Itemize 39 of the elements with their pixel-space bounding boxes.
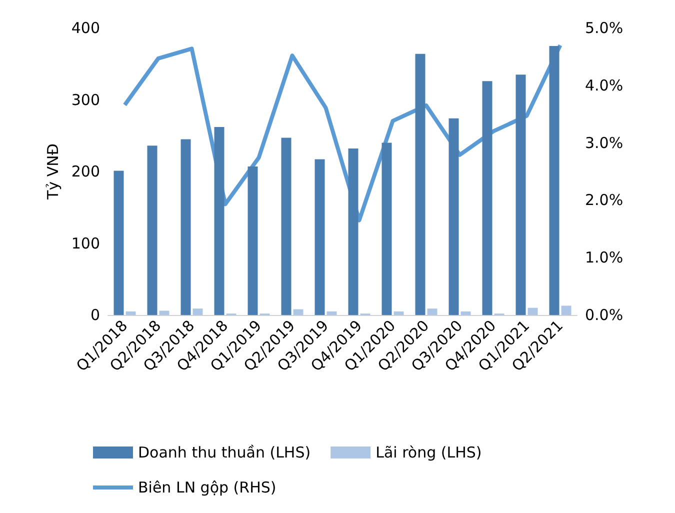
legend-label: Doanh thu thuần (LHS) <box>138 444 311 462</box>
legend-label: Lãi ròng (LHS) <box>376 444 482 462</box>
bar <box>394 311 404 315</box>
legend-label: Biên LN gộp (RHS) <box>138 478 276 496</box>
y-tick-label: 200 <box>71 162 100 180</box>
y-tick-label: 100 <box>71 234 100 252</box>
y2-tick-label: 5.0% <box>585 19 624 37</box>
y-tick-label: 0 <box>90 306 100 324</box>
bar <box>192 308 203 315</box>
bar <box>460 311 471 315</box>
y2-tick-label: 2.0% <box>585 191 624 210</box>
y-tick-label: 300 <box>71 90 100 109</box>
bar <box>448 118 459 315</box>
y-tick-label: 400 <box>71 19 100 37</box>
bar <box>528 308 538 315</box>
bar <box>516 74 526 315</box>
bar <box>248 166 258 315</box>
bar <box>549 46 560 315</box>
bar <box>281 138 292 315</box>
bar <box>114 170 124 315</box>
bar <box>147 146 158 315</box>
bar <box>427 308 438 315</box>
bar <box>180 139 191 315</box>
bar <box>126 311 136 315</box>
bar <box>314 159 325 315</box>
y2-tick-label: 4.0% <box>585 76 624 94</box>
bar <box>159 310 170 315</box>
bar <box>415 54 426 315</box>
y-axis-title: Tỷ VNĐ <box>44 144 62 200</box>
y2-tick-label: 1.0% <box>585 248 624 267</box>
bar <box>482 81 492 315</box>
bar <box>348 148 358 315</box>
bar <box>326 311 337 315</box>
y2-tick-label: 3.0% <box>585 134 624 152</box>
bar <box>293 309 304 315</box>
y2-tick-label: 0.0% <box>585 306 624 324</box>
bar <box>382 142 392 315</box>
bar <box>561 306 572 315</box>
bar <box>214 127 224 315</box>
